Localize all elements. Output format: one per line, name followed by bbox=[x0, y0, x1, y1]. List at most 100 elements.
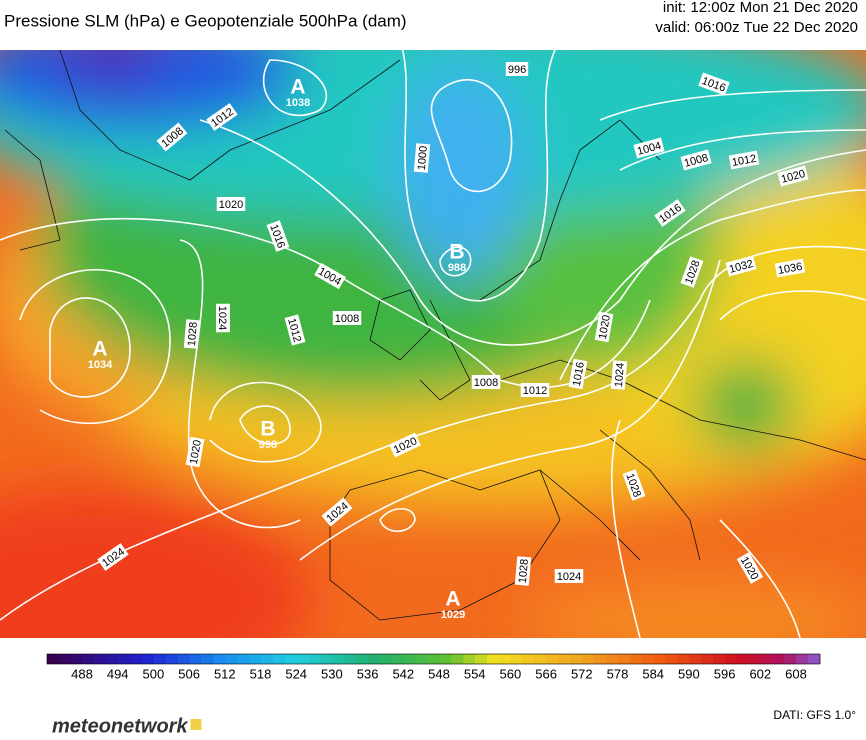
colorbar-tick-label: 602 bbox=[749, 666, 771, 681]
center-symbol: A bbox=[92, 338, 107, 361]
colorbar-swatch bbox=[154, 654, 167, 664]
colorbar-swatch bbox=[451, 654, 464, 664]
colorbar-swatch bbox=[772, 654, 785, 664]
colorbar-tick-label: 506 bbox=[178, 666, 200, 681]
colorbar-tick-label: 530 bbox=[321, 666, 343, 681]
label-bg bbox=[156, 122, 188, 152]
colorbar-swatch bbox=[82, 654, 95, 664]
colorbar-swatch bbox=[534, 654, 547, 664]
colorbar-tick-label: 500 bbox=[143, 666, 165, 681]
colorbar-swatch bbox=[177, 654, 191, 664]
colorbar-tick-label: 596 bbox=[714, 666, 736, 681]
label-bg bbox=[413, 143, 431, 173]
colorbar-swatch bbox=[165, 654, 179, 664]
brand-square bbox=[190, 719, 202, 730]
isobar-label: 1020 bbox=[185, 436, 205, 468]
colorbar-tick-label: 578 bbox=[607, 666, 629, 681]
colorbar-swatch bbox=[796, 654, 809, 664]
colorbar-swatch bbox=[665, 654, 678, 664]
colorbar-swatch bbox=[296, 654, 309, 664]
label-bg bbox=[216, 303, 230, 333]
colorbar-swatch bbox=[368, 654, 381, 664]
isobar-label: 1028 bbox=[514, 556, 532, 586]
colorbar-swatch bbox=[605, 654, 619, 664]
label-bg bbox=[321, 497, 353, 527]
colorbar-swatch bbox=[570, 654, 583, 664]
colorbar-swatch bbox=[225, 654, 238, 664]
colorbar-swatch bbox=[106, 654, 119, 664]
colorbar-swatch bbox=[760, 654, 773, 664]
colorbar-tick-label: 554 bbox=[464, 666, 486, 681]
center-symbol: B bbox=[260, 418, 275, 441]
isobar-value: 1024 bbox=[613, 362, 627, 387]
colorbar-frame bbox=[46, 653, 821, 665]
colorbar-swatch bbox=[403, 654, 416, 664]
init-time: init: 12:00z Mon 21 Dec 2020 bbox=[663, 0, 858, 16]
valid-time: valid: 06:00z Tue 22 Dec 2020 bbox=[655, 19, 858, 36]
colorbar-tick-label: 572 bbox=[571, 666, 593, 681]
label-bg bbox=[680, 149, 712, 171]
isobar-value: 1024 bbox=[216, 306, 228, 330]
colorbar-swatch bbox=[629, 654, 642, 664]
center-value: 988 bbox=[448, 262, 466, 274]
colorbar-swatch bbox=[237, 654, 250, 664]
colorbar-tick-label: 584 bbox=[642, 666, 664, 681]
colorbar-swatch bbox=[261, 654, 274, 664]
colorbar-swatch bbox=[332, 654, 345, 664]
label-bg bbox=[216, 197, 246, 211]
isobar-label: 1000 bbox=[413, 143, 431, 173]
colorbar-swatch bbox=[70, 654, 83, 664]
isobar-value: 1000 bbox=[416, 145, 430, 170]
isobar-label: 1008 bbox=[680, 149, 712, 171]
isobar-label: 1004 bbox=[633, 137, 665, 159]
colorbar-swatch bbox=[213, 654, 226, 664]
label-bg bbox=[185, 436, 205, 468]
colorbar-swatch bbox=[356, 654, 369, 664]
colorbar-swatch bbox=[558, 654, 571, 664]
colorbar-swatch bbox=[724, 654, 738, 664]
label-bg bbox=[97, 543, 129, 571]
brand: meteonetwork bbox=[52, 715, 188, 735]
isobar-value: 1036 bbox=[777, 261, 803, 277]
label-bg bbox=[389, 432, 421, 458]
colorbar-tick-label: 524 bbox=[285, 666, 307, 681]
center-value: 998 bbox=[259, 439, 277, 451]
isobar-value: 1012 bbox=[523, 385, 547, 397]
label-bg bbox=[698, 72, 730, 96]
center-value: 1038 bbox=[286, 97, 310, 109]
isobar-label: 1024 bbox=[610, 360, 628, 390]
isobar-label: 1020 bbox=[594, 311, 614, 343]
colorbar-swatch bbox=[58, 654, 72, 664]
colorbar-swatch bbox=[463, 654, 476, 664]
colorbar-tick-label: 494 bbox=[107, 666, 129, 681]
colorbar-swatch bbox=[308, 654, 321, 664]
isobar-labels: 996 1016 1012 1008 1000 1004 1008 1012 1020 1020 1… bbox=[88, 62, 809, 621]
isobar-value: 1008 bbox=[335, 313, 359, 325]
colorbar-swatch bbox=[130, 654, 143, 664]
label-bg bbox=[736, 552, 764, 584]
colorbar-tick-label: 488 bbox=[71, 666, 93, 681]
colorbar-swatch bbox=[546, 654, 559, 664]
isobar-label: 1020 bbox=[777, 165, 809, 187]
isobar-label: 1012 bbox=[284, 314, 306, 346]
colorbar-swatch bbox=[784, 654, 797, 664]
colorbar-swatch bbox=[320, 654, 333, 664]
isobar-value: 1028 bbox=[186, 321, 200, 346]
isobar-label: 1008 bbox=[471, 375, 501, 389]
colorbar-swatch bbox=[498, 654, 512, 664]
isobar-value: 1020 bbox=[188, 439, 204, 465]
colorbar-tick-label: 590 bbox=[678, 666, 700, 681]
label-bg bbox=[520, 383, 550, 397]
colorbar-tick-label: 542 bbox=[392, 666, 414, 681]
label-bg bbox=[774, 258, 806, 278]
isobar-value: 1020 bbox=[597, 314, 613, 340]
isobar-label: 1024 bbox=[554, 569, 584, 583]
isobar-value: 1024 bbox=[557, 571, 581, 583]
isobar-value: 1028 bbox=[517, 558, 531, 583]
colorbar-swatch bbox=[272, 654, 286, 664]
colorbar-tick-label: 536 bbox=[357, 666, 379, 681]
isobar-value: 1012 bbox=[731, 153, 757, 169]
colorbar-tick-label: 548 bbox=[428, 666, 450, 681]
label-bg bbox=[728, 150, 760, 170]
